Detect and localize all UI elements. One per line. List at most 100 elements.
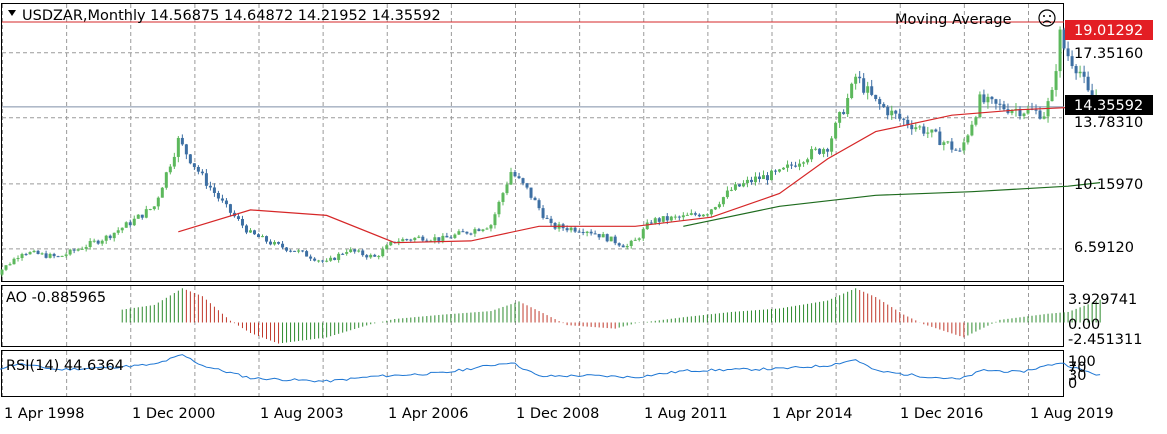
candle-body <box>212 187 216 193</box>
candle-body <box>16 258 20 260</box>
candle-body <box>589 231 593 234</box>
indicator-label: Moving Average <box>895 12 1012 28</box>
candle-body <box>449 237 453 239</box>
candle-body <box>1058 29 1062 72</box>
candle-body <box>365 255 369 258</box>
candle-body <box>950 141 954 150</box>
x-tick-label: 1 Aug 2019 <box>1030 406 1114 422</box>
candle-body <box>513 172 517 177</box>
candle-body <box>982 94 986 103</box>
candle-body <box>465 231 469 234</box>
candle-body <box>882 104 886 107</box>
candle-body <box>641 229 645 239</box>
candle-body <box>224 200 228 205</box>
candle-body <box>737 184 741 187</box>
candle-body <box>124 222 128 228</box>
candle-body <box>48 253 52 258</box>
candle-body <box>236 216 240 220</box>
candle-body <box>156 197 160 207</box>
candle-body <box>373 254 377 257</box>
candle-body <box>549 218 553 224</box>
candle-body <box>741 183 745 187</box>
candle-body <box>930 129 934 133</box>
candle-body <box>826 149 830 152</box>
candle-body <box>577 231 581 233</box>
candle-body <box>613 236 617 244</box>
candle-body <box>962 142 966 151</box>
candle-body <box>453 234 457 238</box>
candle-body <box>252 230 256 235</box>
candle-body <box>609 236 613 242</box>
candle-body <box>934 129 938 132</box>
candle-body <box>749 179 753 183</box>
candle-body <box>164 172 168 188</box>
symbol-info: USDZAR,Monthly 14.56875 14.64872 14.2195… <box>22 8 441 24</box>
candle-body <box>168 166 172 173</box>
candle-body <box>765 175 769 181</box>
x-tick-label: 1 Aug 2003 <box>260 406 344 422</box>
candle-body <box>721 197 725 205</box>
candle-body <box>581 232 585 234</box>
candle-body <box>926 132 930 134</box>
candle-body <box>517 176 521 179</box>
x-tick-label: 1 Dec 2008 <box>516 406 599 422</box>
candle-body <box>770 170 773 181</box>
candle-body <box>325 260 329 262</box>
candle-body <box>697 214 701 217</box>
candle-body <box>637 238 641 240</box>
chart-marks <box>0 21 1102 383</box>
candle-body <box>497 201 501 215</box>
candle-body <box>850 83 854 99</box>
candle-body <box>293 250 297 252</box>
candle-body <box>345 252 349 254</box>
candle-body <box>188 154 192 164</box>
candle-body <box>297 250 301 252</box>
rsi-title: RSI(14) 44.6364 <box>6 358 124 374</box>
candle-body <box>1038 110 1042 119</box>
candle-body <box>862 78 866 93</box>
candle-body <box>469 233 473 235</box>
candle-body <box>353 249 357 252</box>
candle-body <box>128 222 132 226</box>
candle-body <box>870 86 874 95</box>
candle-body <box>1086 76 1090 91</box>
candle-body <box>1082 71 1086 77</box>
candle-body <box>946 141 950 143</box>
candle-body <box>525 183 529 188</box>
x-tick-label: 1 Apr 2006 <box>388 406 468 422</box>
candle-body <box>0 269 4 275</box>
chevron-down-icon[interactable] <box>8 10 16 16</box>
candle-body <box>64 254 68 256</box>
candle-body <box>585 231 589 234</box>
moving-average-line <box>178 105 1101 244</box>
candle-body <box>986 96 990 103</box>
candle-body <box>337 253 341 260</box>
candle-body <box>713 207 717 210</box>
x-tick-label: 1 Dec 2000 <box>132 406 215 422</box>
candle-body <box>954 149 958 151</box>
candle-body <box>429 240 433 242</box>
candle-body <box>361 250 365 256</box>
candle-body <box>60 255 64 257</box>
candle-body <box>12 258 16 265</box>
candle-body <box>886 106 890 116</box>
candle-body <box>481 229 485 232</box>
candle-body <box>52 253 56 257</box>
candle-body <box>413 237 417 241</box>
candle-body <box>974 117 978 125</box>
candle-body <box>1042 116 1046 119</box>
candle-body <box>834 122 838 139</box>
candle-body <box>56 256 60 258</box>
candle-body <box>798 163 802 167</box>
candle-body <box>818 148 822 154</box>
candle-body <box>341 253 345 255</box>
rsi-panel-frame <box>1 350 1064 397</box>
candle-body <box>477 229 481 232</box>
candle-body <box>160 187 164 198</box>
candle-body <box>621 245 625 248</box>
candle-body <box>573 227 577 232</box>
candle-body <box>1026 108 1030 114</box>
candle-body <box>305 251 309 257</box>
candle-body <box>92 240 96 242</box>
ao-tick-label: -2.451311 <box>1068 332 1142 348</box>
